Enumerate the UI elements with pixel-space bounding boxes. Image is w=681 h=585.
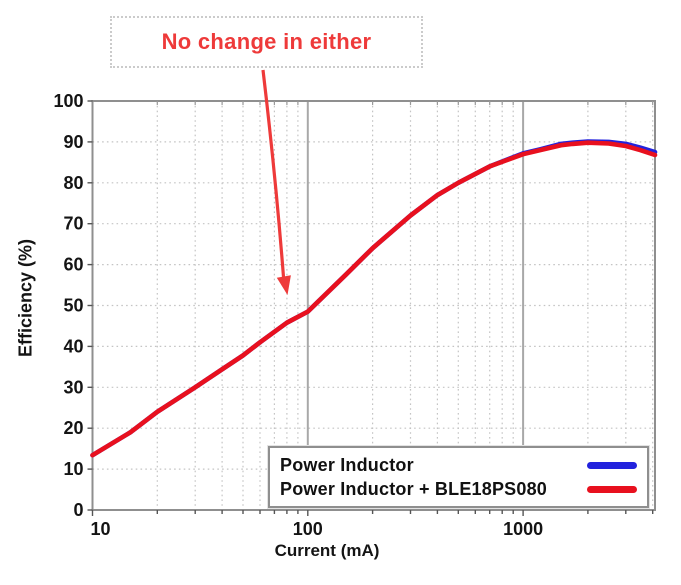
x-tick-label: 100 [293,519,323,539]
y-axis-title: Efficiency (%) [15,238,36,358]
y-tick-label: 80 [63,173,83,193]
y-tick-label: 10 [63,459,83,479]
annotation-arrow [261,69,286,278]
y-tick-label: 90 [63,132,83,152]
annotation-text: No change in either [161,29,372,54]
x-axis-title: Current (mA) [274,541,380,560]
legend-label-power-inductor-ble18ps080: Power Inductor + BLE18PS080 [280,478,547,499]
series-line [90,140,658,458]
legend: Power Inductor Power Inductor + BLE18PS0… [268,446,649,508]
y-tick-label: 100 [53,91,83,111]
y-tick-label: 40 [63,336,83,356]
y-tick-label: 30 [63,377,83,397]
legend-line-blue-icon [587,461,637,469]
series-line [90,139,658,458]
annotation-box: No change in either [110,16,423,68]
legend-label-power-inductor: Power Inductor [280,454,414,475]
y-tick-label: 20 [63,418,83,438]
legend-item-power-inductor-ble18ps080: Power Inductor + BLE18PS080 [280,479,637,500]
y-tick-label: 60 [63,255,83,275]
annotation-arrowhead-icon [276,275,291,295]
y-tick-label: 70 [63,214,83,234]
x-tick-label: 10 [90,519,110,539]
y-tick-label: 0 [73,500,83,520]
y-tick-label: 50 [63,296,83,316]
legend-item-power-inductor: Power Inductor [280,455,637,476]
x-tick-label: 1000 [503,519,543,539]
legend-line-red-icon [587,485,637,493]
